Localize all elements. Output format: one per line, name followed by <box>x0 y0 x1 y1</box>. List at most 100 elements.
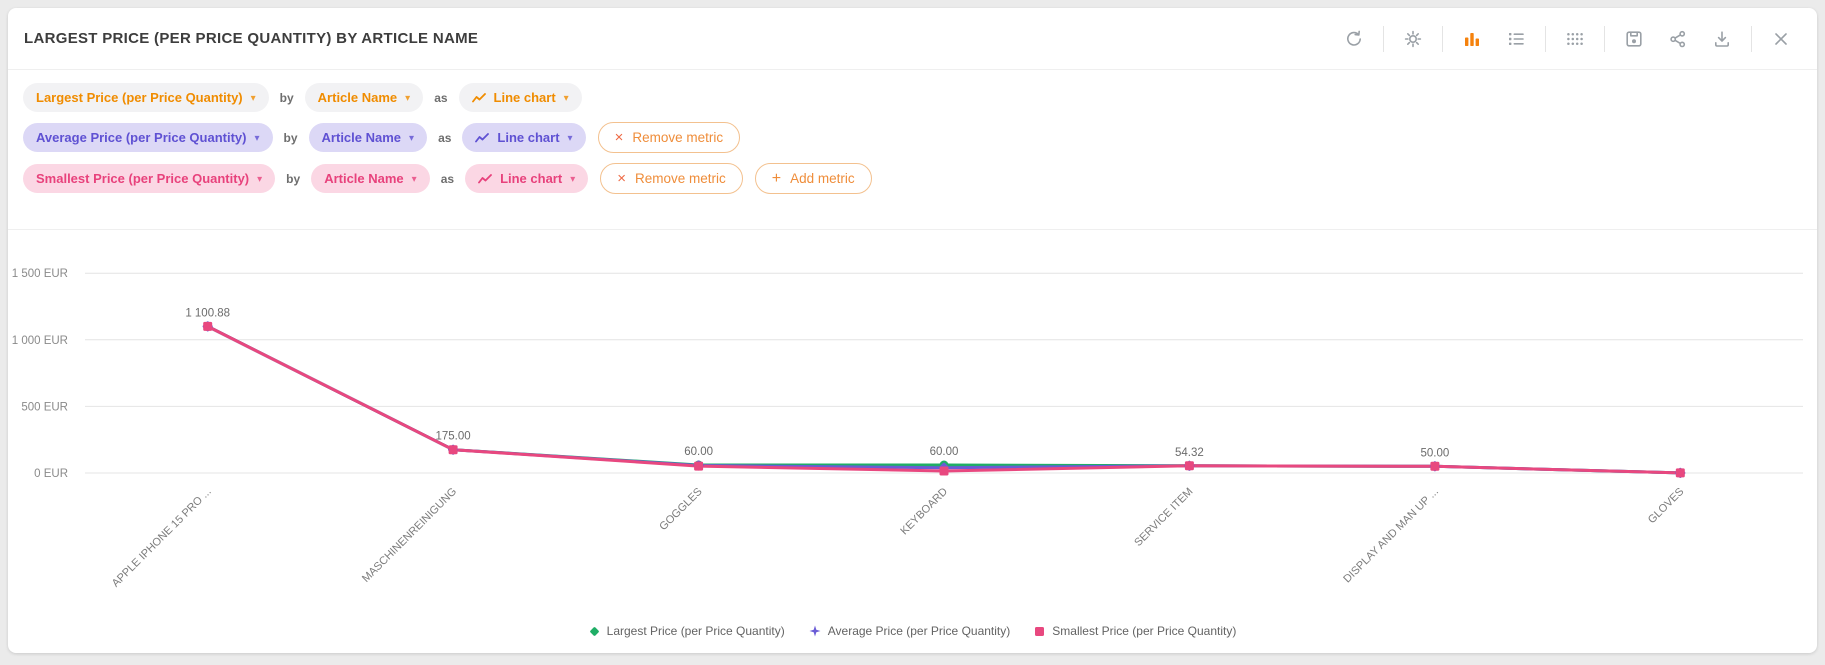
metric-select[interactable]: Smallest Price (per Price Quantity) ▾ <box>23 164 276 193</box>
x-axis-label: DISPLAY AND MAN UP ... <box>1341 486 1441 586</box>
list-icon <box>1509 32 1524 45</box>
legend-star-marker <box>809 625 821 637</box>
close-icon <box>1775 32 1787 45</box>
grid-view-button[interactable] <box>1553 19 1597 59</box>
toolbar-divider <box>1442 25 1443 52</box>
toolbar-divider <box>1383 25 1384 52</box>
data-point-label: 60.00 <box>684 446 713 458</box>
data-point-label: 175.00 <box>436 431 471 443</box>
line-chart-icon <box>478 173 492 183</box>
data-point[interactable] <box>1430 461 1440 471</box>
chart-type-label: Line chart <box>493 90 556 105</box>
chart-section: 1 500 EUR 1 000 EUR 500 EUR 0 EUR APPLE IPHO… <box>8 230 1817 653</box>
data-point-label: 1 100.88 <box>185 307 230 319</box>
chart-type-select[interactable]: Line chart ▾ <box>462 123 586 152</box>
add-metric-label: Add metric <box>790 171 855 186</box>
chart-type-select[interactable]: Line chart ▾ <box>465 164 589 193</box>
legend-item[interactable]: Average Price (per Price Quantity) <box>809 624 1011 638</box>
dimension-select[interactable]: Article Name ▾ <box>308 123 428 152</box>
data-point[interactable] <box>694 461 704 471</box>
remove-metric-button[interactable]: × Remove metric <box>597 122 741 153</box>
chart-type-label: Line chart <box>500 171 563 186</box>
remove-metric-label: Remove metric <box>632 130 724 145</box>
legend-label: Smallest Price (per Price Quantity) <box>1052 624 1237 638</box>
connector-as: as <box>434 90 448 105</box>
legend-item[interactable]: Largest Price (per Price Quantity) <box>589 624 785 638</box>
plus-icon: + <box>771 169 782 187</box>
metric-select-label: Smallest Price (per Price Quantity) <box>36 171 250 186</box>
bar-chart-icon <box>1465 32 1479 46</box>
chevron-down-icon: ▾ <box>570 174 576 185</box>
chevron-down-icon: ▾ <box>257 174 263 185</box>
legend-item[interactable]: Smallest Price (per Price Quantity) <box>1034 624 1236 638</box>
chevron-down-icon: ▾ <box>250 93 256 104</box>
close-icon: × <box>617 170 626 187</box>
download-button[interactable] <box>1700 19 1744 59</box>
save-button[interactable] <box>1612 19 1656 59</box>
connector-as: as <box>440 171 455 186</box>
refresh-icon <box>1347 30 1361 46</box>
metric-select-label: Average Price (per Price Quantity) <box>36 130 247 145</box>
metric-builder: Largest Price (per Price Quantity) ▾ by … <box>8 70 1817 230</box>
dimension-select[interactable]: Article Name ▾ <box>304 83 424 112</box>
bar-chart-view-button[interactable] <box>1450 19 1494 59</box>
chevron-down-icon: ▾ <box>567 133 573 144</box>
close-icon: × <box>614 129 624 146</box>
toolbar-divider <box>1604 25 1605 52</box>
share-button[interactable] <box>1656 19 1700 59</box>
data-point[interactable] <box>203 321 213 331</box>
y-axis-label: 1 500 EUR <box>12 268 68 280</box>
data-point-label: 50.00 <box>1421 447 1450 459</box>
list-view-button[interactable] <box>1494 19 1538 59</box>
toolbar-divider <box>1751 25 1752 52</box>
page-title: LARGEST PRICE (PER PRICE QUANTITY) BY AR… <box>24 30 479 47</box>
close-button[interactable] <box>1759 19 1803 59</box>
metric-select[interactable]: Largest Price (per Price Quantity) ▾ <box>23 83 269 112</box>
legend-label: Average Price (per Price Quantity) <box>827 624 1011 638</box>
chevron-down-icon: ▾ <box>409 133 415 144</box>
chart-legend: Largest Price (per Price Quantity) Averag… <box>8 624 1817 638</box>
chevron-down-icon: ▾ <box>254 133 260 144</box>
metric-select[interactable]: Average Price (per Price Quantity) ▾ <box>23 123 273 152</box>
line-chart[interactable]: 1 500 EUR 1 000 EUR 500 EUR 0 EUR APPLE IPHO… <box>8 230 1817 630</box>
data-point[interactable] <box>1184 461 1194 471</box>
dimension-select[interactable]: Article Name ▾ <box>311 164 430 193</box>
data-point-label: 60.00 <box>930 446 959 458</box>
x-axis-label: SERVICE ITEM <box>1132 486 1195 549</box>
widget-toolbar <box>1332 19 1803 59</box>
x-axis-label: GOGGLES <box>657 486 704 533</box>
metric-row-smallest: Smallest Price (per Price Quantity) ▾ by… <box>23 163 1802 194</box>
toolbar-divider <box>1545 25 1546 52</box>
chevron-down-icon: ▾ <box>563 93 569 104</box>
y-axis-label: 0 EUR <box>34 468 68 480</box>
remove-metric-button[interactable]: × Remove metric <box>600 163 743 194</box>
chevron-down-icon: ▾ <box>411 174 417 185</box>
chart-type-select[interactable]: Line chart ▾ <box>458 83 582 112</box>
x-axis-label: GLOVES <box>1646 486 1686 526</box>
y-axis-label: 500 EUR <box>21 401 68 413</box>
widget-header: LARGEST PRICE (PER PRICE QUANTITY) BY AR… <box>8 8 1817 70</box>
remove-metric-label: Remove metric <box>634 171 726 186</box>
data-point[interactable] <box>1675 468 1685 478</box>
x-axis-label: KEYBOARD <box>898 486 950 538</box>
line-chart-icon <box>471 92 486 102</box>
data-point[interactable] <box>939 466 949 476</box>
y-axis-label: 1 000 EUR <box>12 335 68 347</box>
widget-card: LARGEST PRICE (PER PRICE QUANTITY) BY AR… <box>8 8 1817 653</box>
save-icon <box>1626 30 1642 47</box>
add-metric-button[interactable]: + Add metric <box>754 163 872 194</box>
chart-type-label: Line chart <box>497 130 560 145</box>
x-axis-label: MASCHINENREINIGUNG <box>360 486 459 585</box>
share-icon <box>1670 30 1686 47</box>
dimension-select-label: Article Name <box>317 90 398 105</box>
data-point[interactable] <box>448 445 458 455</box>
legend-diamond-marker <box>589 626 600 637</box>
connector-as: as <box>438 130 452 145</box>
settings-button[interactable] <box>1391 19 1435 59</box>
refresh-button[interactable] <box>1332 19 1376 59</box>
line-chart-icon <box>475 132 490 142</box>
metric-row-average: Average Price (per Price Quantity) ▾ by … <box>23 122 1802 153</box>
connector-by: by <box>283 130 298 145</box>
legend-square-marker <box>1034 626 1045 637</box>
dimension-select-label: Article Name <box>321 130 402 145</box>
